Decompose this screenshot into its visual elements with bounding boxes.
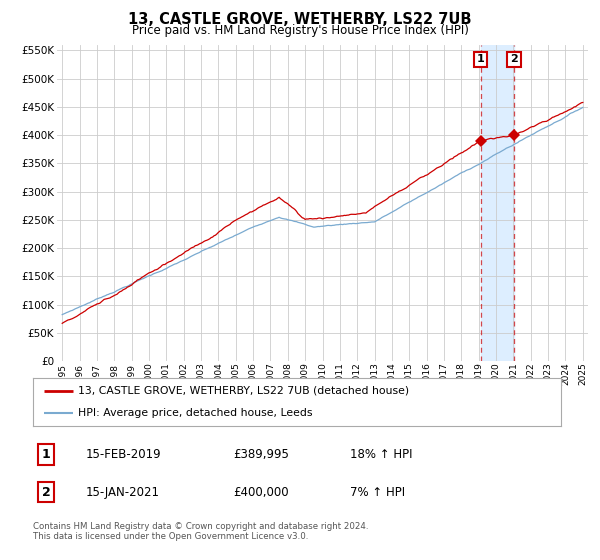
Text: HPI: Average price, detached house, Leeds: HPI: Average price, detached house, Leed… xyxy=(78,408,313,418)
Text: £400,000: £400,000 xyxy=(233,486,289,499)
Text: 2: 2 xyxy=(510,54,518,64)
Text: Price paid vs. HM Land Registry's House Price Index (HPI): Price paid vs. HM Land Registry's House … xyxy=(131,24,469,36)
Text: 18% ↑ HPI: 18% ↑ HPI xyxy=(350,448,412,461)
Text: 1: 1 xyxy=(42,448,50,461)
Text: 15-JAN-2021: 15-JAN-2021 xyxy=(86,486,160,499)
Text: 13, CASTLE GROVE, WETHERBY, LS22 7UB: 13, CASTLE GROVE, WETHERBY, LS22 7UB xyxy=(128,12,472,27)
Text: 7% ↑ HPI: 7% ↑ HPI xyxy=(350,486,405,499)
Text: 15-FEB-2019: 15-FEB-2019 xyxy=(86,448,161,461)
Bar xyxy=(481,45,514,361)
Text: 1: 1 xyxy=(477,54,485,64)
Text: Contains HM Land Registry data © Crown copyright and database right 2024.
This d: Contains HM Land Registry data © Crown c… xyxy=(33,522,368,542)
Text: 2: 2 xyxy=(42,486,50,499)
Text: 13, CASTLE GROVE, WETHERBY, LS22 7UB (detached house): 13, CASTLE GROVE, WETHERBY, LS22 7UB (de… xyxy=(78,386,409,396)
Text: £389,995: £389,995 xyxy=(233,448,290,461)
